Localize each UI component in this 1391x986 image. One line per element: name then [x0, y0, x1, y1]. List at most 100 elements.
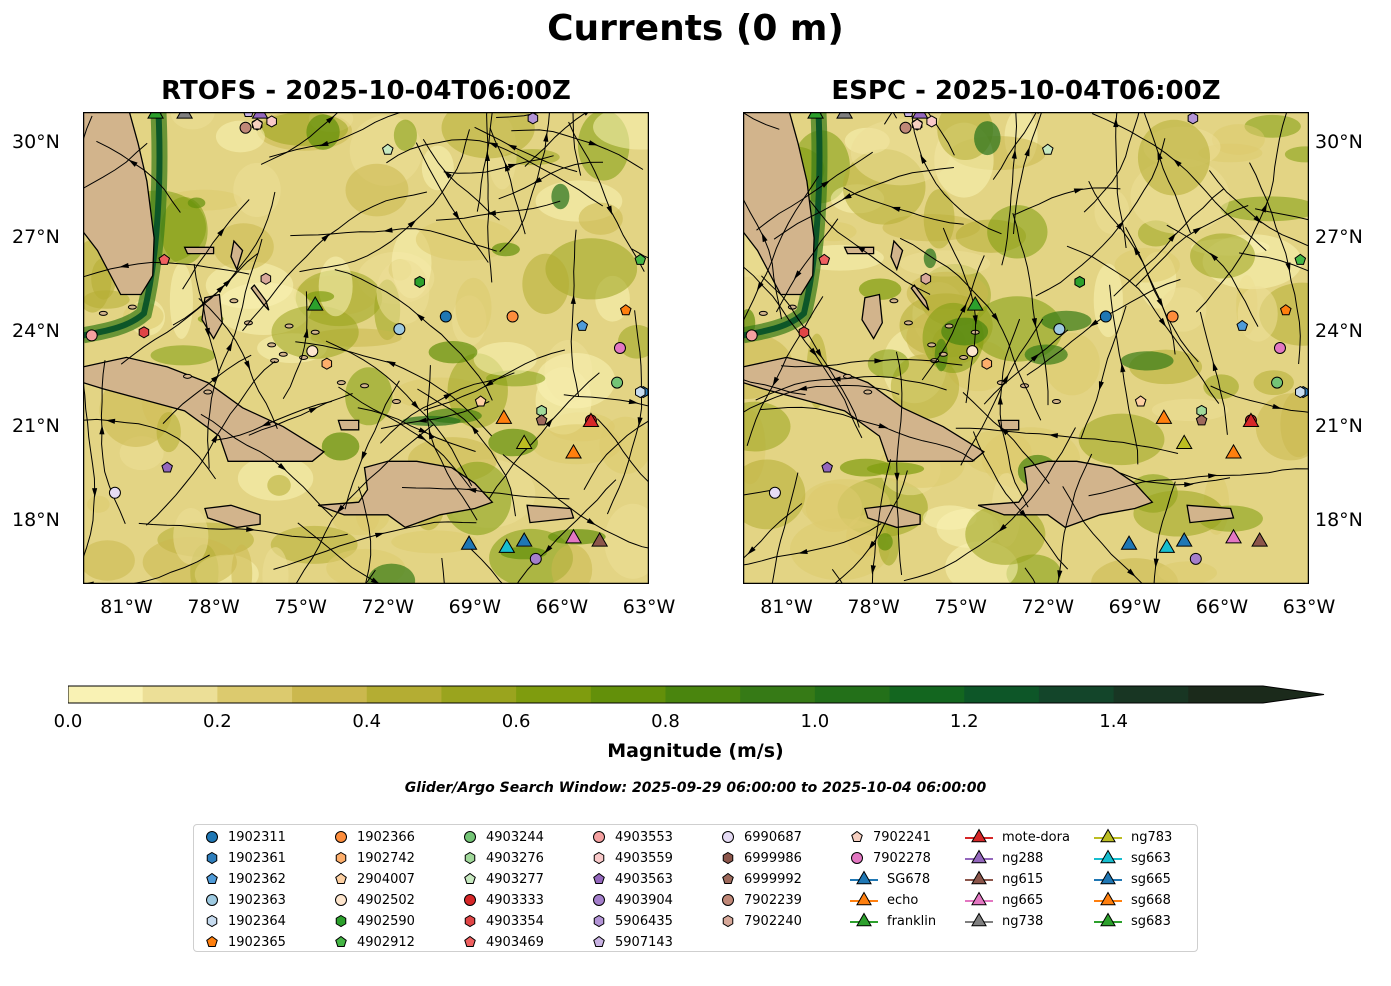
legend-item: 1902362	[204, 869, 286, 889]
legend-label: 6999986	[744, 850, 802, 866]
legend-item: 4902590	[333, 911, 415, 931]
legend-swatch	[965, 870, 993, 885]
legend-marker	[1100, 891, 1116, 906]
legend-item: 4903276	[462, 848, 544, 868]
marker-ng615	[591, 531, 609, 547]
legend-swatch	[850, 891, 878, 906]
colorbar-tick-label: 0.2	[203, 711, 232, 732]
legend-item: 4902912	[333, 932, 415, 952]
legend-item: 6999992	[720, 869, 802, 889]
legend-marker	[206, 831, 218, 843]
marker-4903277	[1041, 143, 1054, 155]
legend-item: 6999986	[720, 848, 802, 868]
marker-sg665	[1120, 535, 1138, 550]
legend-swatch	[851, 830, 863, 842]
marker-1902362	[1236, 319, 1249, 331]
legend: 1902311 1902361 1902362 1902363 1902364 19023…	[193, 824, 1198, 952]
legend-marker	[971, 912, 987, 927]
lat-tick-label: 30°N	[12, 131, 60, 154]
legend-swatch	[335, 851, 347, 865]
marker-mote-dora	[582, 412, 600, 427]
marker-4903904	[529, 552, 542, 565]
marker-echo	[565, 443, 582, 459]
legend-marker	[593, 831, 605, 843]
marker-1902311	[1099, 310, 1112, 323]
marker-ng615	[1251, 531, 1269, 547]
colorbar-segment	[1038, 686, 1115, 703]
legend-item: ng288	[964, 848, 1043, 868]
colorbar-tick-label: 0.4	[352, 711, 382, 732]
legend-label: sg665	[1131, 871, 1171, 887]
legend-label: sg683	[1131, 913, 1171, 929]
legend-item: sg663	[1093, 848, 1171, 868]
marker-2904007	[1134, 395, 1147, 407]
colorbar-segment	[292, 686, 368, 703]
colorbar-label: Magnitude (m/s)	[607, 740, 784, 762]
legend-swatch	[464, 914, 476, 928]
legend-label: ng738	[1002, 913, 1044, 929]
panel-title-espc: ESPC - 2025-10-04T06:00Z	[831, 76, 1221, 106]
legend-swatch	[464, 894, 476, 906]
legend-item: 4903469	[462, 932, 544, 952]
marker-4903563	[161, 461, 173, 473]
legend-label: 4903354	[486, 913, 544, 929]
legend-label: 4902502	[357, 892, 415, 908]
lat-tick-label: 21°N	[12, 414, 60, 437]
legend-marker	[593, 872, 605, 884]
lon-tick-label: 63°W	[1282, 596, 1336, 618]
legend-label: 4903553	[615, 829, 673, 845]
legend-marker	[335, 872, 347, 884]
marker-7902239	[899, 121, 912, 134]
legend-marker	[971, 849, 987, 864]
legend-marker	[1100, 912, 1116, 927]
legend-label: 4903333	[486, 892, 544, 908]
marker-4903559	[926, 115, 937, 128]
legend-swatch	[464, 935, 476, 947]
legend-label: ng665	[1002, 892, 1044, 908]
legend-swatch	[593, 914, 605, 928]
legend-marker	[593, 851, 605, 865]
legend-swatch	[464, 851, 476, 865]
legend-swatch	[206, 831, 218, 843]
marker-1902364	[1295, 385, 1306, 399]
marker-sg668	[495, 409, 513, 424]
legend-marker	[1100, 870, 1116, 885]
colorbar-segment	[964, 686, 1040, 703]
legend-marker	[856, 891, 872, 906]
marker-ng783	[1175, 434, 1193, 450]
legend-label: 7902241	[873, 829, 931, 845]
colorbar-segment	[142, 686, 218, 703]
legend-item: 1902311	[204, 827, 286, 847]
legend-item: 5907143	[591, 932, 673, 952]
legend-label: 5906435	[615, 913, 673, 929]
legend-item: 4903904	[591, 890, 673, 910]
legend-item: franklin	[849, 911, 936, 931]
legend-label: 4903244	[486, 829, 544, 845]
lon-tick-label: 66°W	[535, 596, 589, 618]
marker-SG678	[515, 531, 533, 547]
lon-tick-label: 75°W	[274, 596, 327, 618]
legend-swatch	[1094, 849, 1122, 864]
colorbar-tick-label: 1.2	[949, 711, 979, 732]
marker-sg683	[807, 112, 825, 119]
legend-swatch	[464, 831, 476, 843]
marker-mote-dora	[1242, 412, 1260, 427]
legend-item: 4903244	[462, 827, 544, 847]
marker-7902241	[251, 118, 263, 130]
legend-item: ng738	[964, 911, 1043, 931]
marker-ng665	[1225, 528, 1242, 544]
legend-swatch	[206, 894, 218, 906]
marker-ng738	[176, 112, 194, 119]
legend-item: 6990687	[720, 827, 802, 847]
marker-4902590	[1074, 275, 1085, 288]
marker-1902366	[506, 310, 519, 323]
legend-swatch	[1094, 870, 1122, 885]
marker-1902364	[635, 385, 646, 399]
legend-label: ng288	[1002, 850, 1044, 866]
legend-swatch	[722, 894, 734, 906]
legend-item: sg668	[1093, 890, 1171, 910]
marker-7902278	[1273, 342, 1286, 354]
marker-4903244	[1271, 376, 1284, 389]
marker-4903904	[1189, 552, 1202, 565]
marker-4903553	[85, 329, 98, 342]
